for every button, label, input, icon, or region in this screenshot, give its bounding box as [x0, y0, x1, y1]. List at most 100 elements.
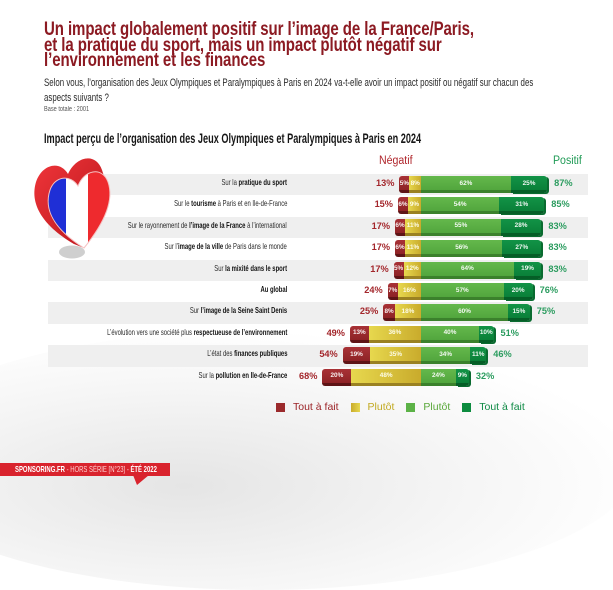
bar-segment-positive-strong: 15% [508, 304, 530, 322]
category-label-text: de Paris dans le monde [223, 242, 287, 252]
bar-segment-positive-strong: 19% [513, 261, 542, 279]
footer-credit: SPONSORING.FR - HORS SÉRIE [N°23] - ÉTÉ … [15, 464, 157, 475]
category-label-text: Sur le rayonnement de [128, 220, 190, 230]
category-label: Au global [260, 285, 287, 294]
title-line: et la pratique du sport, mais un impact … [44, 33, 442, 56]
bar-segment-positive-mild: 55% [421, 218, 501, 236]
question-line: Selon vous, l’organisation des Jeux Olym… [44, 77, 534, 89]
negative-total-label: 17% [371, 220, 391, 231]
category-label-emphasis: image de la ville [178, 242, 224, 252]
title-line: l’environnement et les finances [44, 49, 266, 72]
legend-swatch [462, 402, 472, 412]
category-label-emphasis: pollution en Ile-de-France [215, 370, 287, 380]
bar-segment-positive-strong: 28% [500, 218, 542, 236]
category-label-emphasis: l’image de la France [189, 220, 246, 230]
positive-total-label: 83% [548, 242, 567, 253]
bar-segment-negative-strong: 7% [387, 283, 398, 300]
negative-total-label: 15% [374, 199, 393, 210]
bar-segment-positive-strong: 9% [455, 368, 469, 386]
page-title: Un impact globalement positif sur l’imag… [44, 19, 474, 72]
bar-segment-negative-strong: 19% [342, 347, 371, 365]
category-label-text: Sur la [221, 178, 239, 187]
category-label-text: Sur l’ [164, 242, 179, 252]
legend-label: Tout à fait [479, 401, 525, 413]
category-label: L’évolution vers une société plus respec… [107, 328, 287, 337]
negative-total-label: 68% [299, 370, 318, 381]
bar-segment-positive-mild: 40% [421, 325, 479, 343]
category-label: Sur le tourisme à Paris et en Ile-de-Fra… [174, 199, 287, 208]
category-label-text: Sur [214, 263, 226, 273]
category-label: Sur l’image de la ville de Paris dans le… [165, 242, 287, 251]
category-label: Sur la mixité dans le sport [214, 264, 287, 273]
bar-segment-positive-mild: 24% [421, 368, 456, 386]
category-label-emphasis: la mixité dans le sport [225, 263, 287, 273]
bar-segment-negative-strong: 20% [322, 368, 352, 386]
category-label: Sur l’image de la Seine Saint Denis [190, 306, 287, 315]
category-label-text: L’état des [206, 349, 234, 359]
positive-total-label: 76% [539, 285, 559, 295]
legend-item-negative-mild: Plutôt [350, 401, 394, 413]
negative-total-label: 17% [370, 263, 389, 274]
category-label-emphasis: finances publiques [233, 349, 287, 359]
bar-segment-negative-mild: 35% [370, 347, 421, 365]
footer-issue: - HORS SÉRIE [N°23] - [64, 464, 131, 474]
bar-segment-negative-strong: 6% [397, 197, 408, 215]
bar-segment-positive-strong: 20% [503, 283, 533, 300]
footer-banner: SPONSORING.FR - HORS SÉRIE [N°23] - ÉTÉ … [0, 463, 170, 476]
chart-row-band [48, 367, 588, 388]
category-label-text: à l’international [245, 220, 287, 230]
bar-segment-negative-mild: 8% [409, 176, 421, 193]
negative-total-label: 49% [326, 327, 345, 338]
footer-brand: SPONSORING.FR [15, 464, 65, 474]
category-label-emphasis: respectueuse de l’environnement [193, 327, 287, 337]
category-label-emphasis: pratique du sport [238, 178, 287, 187]
positive-total-label: 51% [500, 327, 519, 338]
bar-segment-negative-mild: 48% [351, 368, 421, 386]
legend-swatch [406, 402, 416, 412]
question-line: aspects suivants ? [44, 92, 109, 104]
bar-segment-negative-mild: 11% [405, 218, 421, 236]
bar-segment-negative-mild: 12% [403, 261, 421, 279]
positive-total-label: 32% [475, 370, 495, 381]
negative-total-label: 13% [376, 178, 395, 188]
bar-segment-positive-mild: 56% [421, 240, 503, 258]
category-label-text: à Paris et en Ile-de-France [215, 199, 287, 209]
bar-segment-positive-mild: 60% [421, 304, 508, 322]
positive-total-label: 46% [493, 349, 512, 360]
bar-segment-negative-strong: 8% [383, 304, 395, 322]
category-label: Sur le rayonnement de l’image de la Fran… [128, 221, 287, 230]
legend-item-negative-strong: Tout à fait [276, 401, 339, 413]
chart: Sur la pratique du sport 5% 8% 62% 25% 13% 87%… [48, 174, 588, 388]
positive-total-label: 85% [551, 199, 570, 210]
bar-segment-positive-mild: 57% [421, 283, 504, 300]
category-label-text: L’évolution vers une société plus [106, 327, 194, 337]
bar-segment-positive-mild: 34% [421, 347, 471, 365]
bar-segment-negative-mild: 36% [368, 325, 421, 343]
heart-france-flag-icon [34, 158, 111, 259]
negative-total-label: 54% [319, 349, 338, 360]
positive-header: Positif [553, 155, 582, 167]
bar-segment-negative-mild: 16% [397, 283, 421, 300]
bar-segment-positive-strong: 27% [502, 240, 542, 258]
bar-segment-positive-mild: 62% [421, 176, 511, 193]
negative-header: Négatif [379, 155, 413, 167]
base-note: Base totale : 2001 [44, 106, 90, 113]
category-label: L’état des finances publiques [207, 349, 287, 358]
negative-total-label: 25% [359, 306, 379, 317]
category-label-emphasis: Au global [260, 285, 287, 294]
legend-item-positive-mild: Plutôt [406, 401, 450, 413]
legend-label: Tout à fait [293, 401, 339, 413]
category-label: Sur la pollution en Ile-de-France [198, 371, 287, 380]
bar-segment-negative-strong: 13% [349, 325, 369, 343]
negative-total-label: 24% [364, 285, 383, 295]
bar-segment-positive-strong: 25% [510, 176, 548, 193]
legend-label: Plutôt [423, 401, 451, 413]
category-label: Sur la pratique du sport [221, 178, 287, 187]
legend-item-positive-strong: Tout à fait [462, 401, 525, 413]
positive-total-label: 75% [536, 306, 556, 317]
category-label-text: Sur [189, 306, 201, 316]
question-text: Selon vous, l’organisation des Jeux Olym… [44, 76, 533, 106]
bar-segment-negative-mild: 18% [394, 304, 421, 322]
legend-swatch [350, 402, 360, 412]
bar-segment-negative-mild: 9% [407, 197, 421, 215]
